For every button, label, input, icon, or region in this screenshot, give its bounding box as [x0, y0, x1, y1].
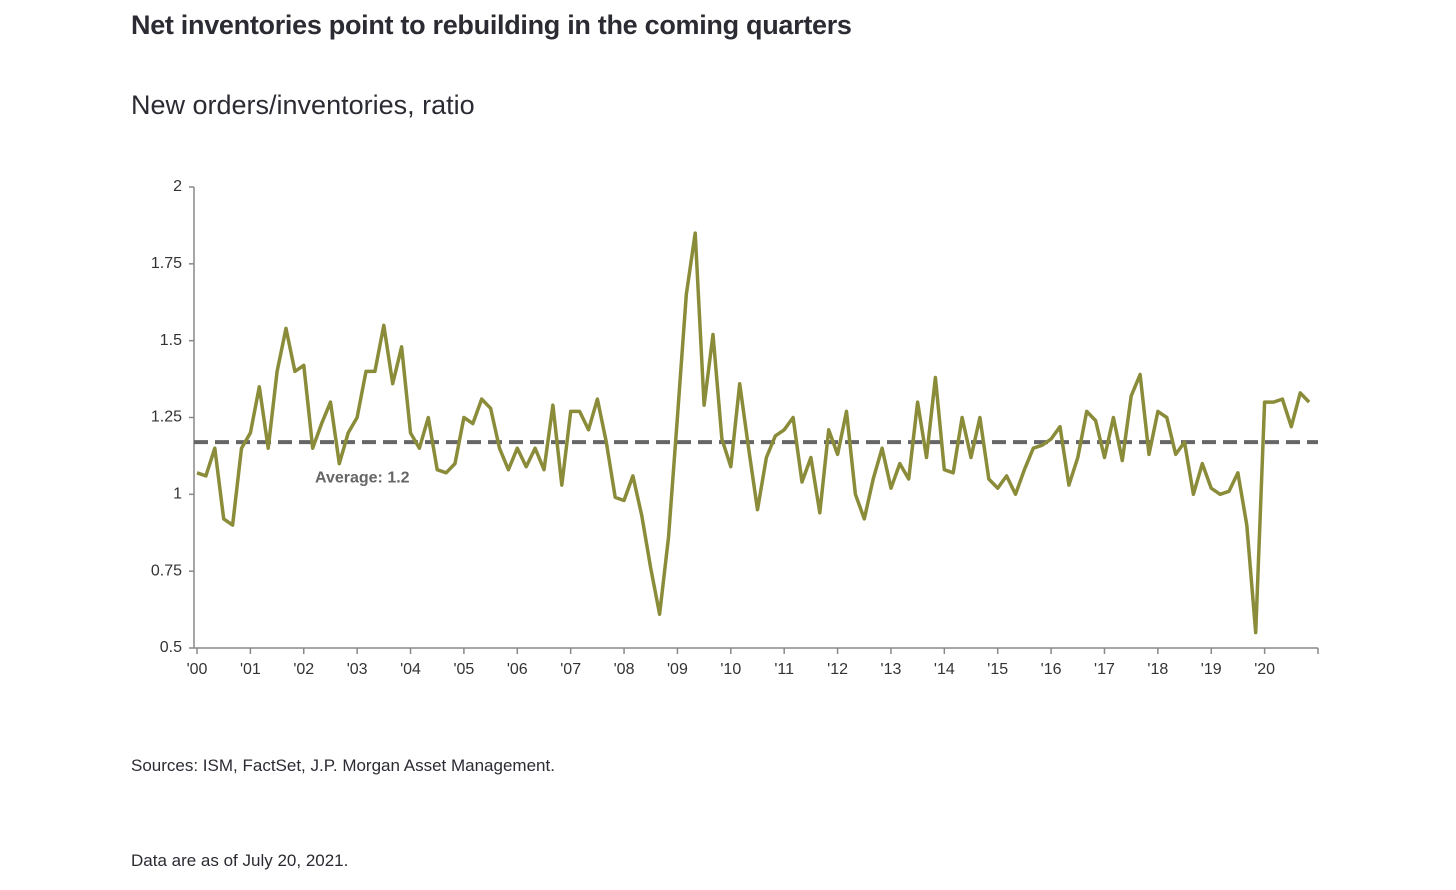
x-tick-label: '08	[614, 661, 635, 678]
y-tick-label: 1.25	[151, 409, 182, 426]
x-tick-label: '13	[881, 661, 902, 678]
average-label: Average: 1.2	[315, 469, 410, 486]
title: Net inventories point to rebuilding in t…	[131, 10, 852, 40]
x-tick-label: '10	[720, 661, 741, 678]
data-line	[196, 231, 1311, 635]
x-tick-label: '06	[507, 661, 528, 678]
y-tick-label: 1.75	[151, 255, 182, 272]
y-tick-label: 2	[173, 178, 182, 195]
x-tick-label: '00	[187, 661, 208, 678]
y-tick-label: 0.5	[160, 639, 182, 656]
x-tick-label: '15	[987, 661, 1008, 678]
x-tick-label: '03	[347, 661, 368, 678]
x-tick-label: '05	[453, 661, 474, 678]
x-tick-label: '04	[400, 661, 421, 678]
x-tick-label: '01	[240, 661, 261, 678]
y-tick-label: 1	[173, 486, 182, 503]
x-tick-label: '07	[560, 661, 581, 678]
x-tick-label: '17	[1094, 661, 1115, 678]
x-tick-label: '09	[667, 661, 688, 678]
x-tick-label: '18	[1147, 661, 1168, 678]
x-tick-label: '11	[774, 661, 794, 678]
x-tick-label: '19	[1201, 661, 1222, 678]
subtitle: New orders/inventories, ratio	[131, 90, 475, 120]
y-tick-label: 1.5	[160, 332, 182, 349]
date-note: Data are as of July 20, 2021.	[131, 851, 349, 870]
x-tick-label: '02	[293, 661, 314, 678]
x-tick-label: '16	[1041, 661, 1062, 678]
x-tick-label: '20	[1254, 661, 1275, 678]
source-note: Sources: ISM, FactSet, J.P. Morgan Asset…	[131, 756, 555, 775]
x-tick-label: '14	[934, 661, 955, 678]
x-tick-label: '12	[827, 661, 848, 678]
y-tick-label: 0.75	[151, 562, 182, 579]
